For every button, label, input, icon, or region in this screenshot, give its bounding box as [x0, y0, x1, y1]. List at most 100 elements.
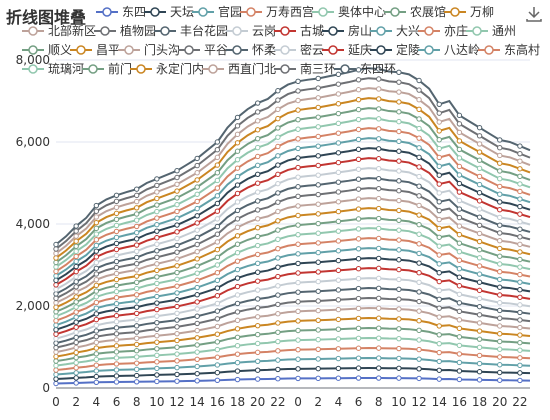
data-point[interactable]: [214, 339, 221, 345]
data-point[interactable]: [295, 299, 301, 305]
data-point[interactable]: [517, 332, 523, 338]
data-point[interactable]: [255, 314, 261, 320]
data-point[interactable]: [315, 288, 321, 294]
data-point[interactable]: [234, 250, 241, 256]
data-point[interactable]: [194, 198, 200, 205]
data-point[interactable]: [295, 327, 301, 334]
data-point[interactable]: [476, 181, 483, 188]
data-point[interactable]: [476, 369, 483, 375]
data-point[interactable]: [315, 307, 321, 314]
data-point[interactable]: [416, 289, 422, 295]
data-point[interactable]: [73, 309, 79, 315]
data-point[interactable]: [174, 215, 180, 221]
data-point[interactable]: [113, 343, 120, 349]
data-point[interactable]: [194, 320, 200, 327]
data-point[interactable]: [93, 356, 100, 363]
data-point[interactable]: [376, 295, 382, 301]
data-point[interactable]: [517, 271, 523, 278]
data-point[interactable]: [93, 379, 100, 385]
data-point[interactable]: [476, 238, 483, 245]
data-point[interactable]: [234, 123, 241, 129]
data-point[interactable]: [355, 166, 362, 172]
legend-item[interactable]: 南三环: [274, 61, 336, 76]
data-point[interactable]: [174, 256, 180, 262]
data-point[interactable]: [396, 355, 402, 362]
data-point[interactable]: [255, 109, 261, 115]
data-point[interactable]: [295, 241, 301, 247]
data-point[interactable]: [113, 300, 120, 307]
data-point[interactable]: [113, 361, 120, 367]
data-point[interactable]: [154, 300, 160, 306]
data-point[interactable]: [436, 243, 442, 249]
data-point[interactable]: [396, 138, 402, 145]
data-point[interactable]: [154, 346, 160, 352]
data-point[interactable]: [194, 155, 200, 162]
data-point[interactable]: [113, 264, 120, 271]
data-point[interactable]: [234, 199, 241, 205]
data-point[interactable]: [335, 110, 342, 117]
data-point[interactable]: [93, 362, 100, 368]
data-point[interactable]: [355, 156, 362, 163]
legend-item[interactable]: 亦庄: [418, 23, 468, 38]
data-point[interactable]: [53, 335, 59, 342]
data-point[interactable]: [133, 198, 140, 205]
data-point[interactable]: [335, 257, 342, 264]
data-point[interactable]: [517, 158, 523, 164]
data-point[interactable]: [497, 261, 503, 267]
data-point[interactable]: [133, 279, 140, 286]
data-point[interactable]: [194, 335, 200, 341]
data-point[interactable]: [214, 285, 221, 291]
data-point[interactable]: [113, 282, 120, 289]
data-point[interactable]: [497, 307, 503, 314]
data-point[interactable]: [335, 316, 342, 323]
data-point[interactable]: [154, 215, 160, 221]
data-point[interactable]: [416, 318, 422, 324]
data-point[interactable]: [436, 305, 442, 311]
data-point[interactable]: [416, 375, 422, 382]
data-point[interactable]: [275, 283, 281, 289]
data-point[interactable]: [73, 263, 79, 270]
data-point[interactable]: [456, 300, 463, 306]
data-point[interactable]: [113, 258, 120, 265]
data-point[interactable]: [154, 195, 160, 202]
data-point[interactable]: [255, 349, 261, 356]
data-point[interactable]: [154, 352, 160, 359]
data-point[interactable]: [476, 141, 483, 147]
legend-item[interactable]: 通州: [466, 24, 516, 38]
data-point[interactable]: [255, 331, 261, 338]
data-point[interactable]: [497, 191, 503, 197]
data-point[interactable]: [73, 284, 79, 290]
data-point[interactable]: [113, 367, 120, 373]
data-point[interactable]: [93, 345, 100, 351]
data-point[interactable]: [133, 267, 140, 273]
data-point[interactable]: [255, 225, 261, 231]
data-point[interactable]: [315, 201, 321, 207]
data-point[interactable]: [355, 126, 362, 133]
data-point[interactable]: [376, 275, 382, 282]
data-point[interactable]: [194, 191, 200, 197]
data-point[interactable]: [234, 258, 241, 264]
data-point[interactable]: [295, 366, 301, 372]
data-point[interactable]: [234, 216, 241, 222]
data-point[interactable]: [234, 140, 241, 146]
data-point[interactable]: [436, 119, 442, 125]
data-point[interactable]: [93, 305, 100, 311]
legend-item[interactable]: 东四: [96, 5, 146, 19]
data-point[interactable]: [93, 208, 100, 214]
data-point[interactable]: [497, 284, 503, 290]
data-point[interactable]: [497, 199, 503, 205]
data-point[interactable]: [234, 351, 241, 357]
data-point[interactable]: [174, 358, 180, 364]
data-point[interactable]: [93, 294, 100, 300]
data-point[interactable]: [194, 277, 200, 284]
data-point[interactable]: [113, 307, 120, 313]
data-point[interactable]: [174, 242, 180, 249]
data-point[interactable]: [234, 376, 241, 383]
data-point[interactable]: [255, 171, 261, 177]
data-point[interactable]: [255, 100, 261, 106]
legend-item[interactable]: 西直门北: [202, 61, 276, 76]
data-point[interactable]: [497, 331, 503, 337]
data-point[interactable]: [376, 325, 382, 331]
data-point[interactable]: [315, 346, 321, 353]
data-point[interactable]: [355, 67, 362, 73]
